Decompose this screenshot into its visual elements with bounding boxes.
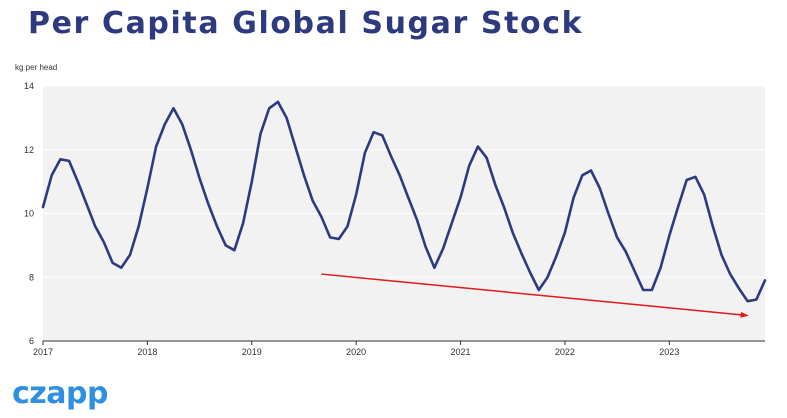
- x-tick-label: 2019: [242, 347, 262, 357]
- page-title: Per Capita Global Sugar Stock: [28, 6, 584, 41]
- y-tick-label: 14: [24, 81, 34, 91]
- x-tick-label: 2017: [33, 347, 53, 357]
- y-tick-label: 6: [29, 336, 34, 346]
- x-tick-label: 2023: [659, 347, 679, 357]
- y-tick-label: 12: [24, 145, 34, 155]
- y-tick-label: 8: [29, 272, 34, 282]
- trend-arrow: [321, 273, 749, 318]
- y-axis-label: kg per head: [15, 63, 58, 72]
- x-tick-label: 2018: [137, 347, 157, 357]
- y-tick-label: 10: [24, 209, 34, 219]
- series-line: [41, 100, 767, 303]
- czapp-logo: czapp: [12, 376, 108, 411]
- x-tick-label: 2020: [346, 347, 366, 357]
- x-tick-label: 2021: [451, 347, 471, 357]
- x-tick-label: 2022: [555, 347, 575, 357]
